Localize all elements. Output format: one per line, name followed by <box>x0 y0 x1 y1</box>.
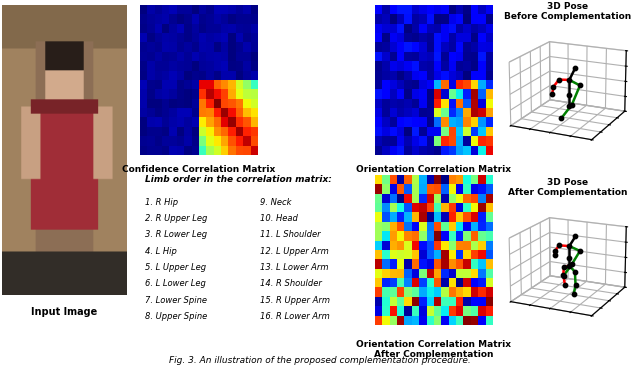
Text: Input Image: Input Image <box>31 307 98 317</box>
Text: Confidence Correlation Matrix: Confidence Correlation Matrix <box>122 166 276 175</box>
Text: 3. R Lower Leg: 3. R Lower Leg <box>145 231 207 239</box>
Text: 15. R Upper Arm: 15. R Upper Arm <box>260 296 330 304</box>
Text: 7. Lower Spine: 7. Lower Spine <box>145 296 207 304</box>
Text: 2. R Upper Leg: 2. R Upper Leg <box>145 214 207 223</box>
Title: 3D Pose
Before Complementation: 3D Pose Before Complementation <box>504 2 631 21</box>
Text: Orientation Correlation Matrix: Orientation Correlation Matrix <box>356 166 511 175</box>
Text: 16. R Lower Arm: 16. R Lower Arm <box>260 312 330 321</box>
Text: 13. L Lower Arm: 13. L Lower Arm <box>260 263 328 272</box>
Text: 11. L Shoulder: 11. L Shoulder <box>260 231 320 239</box>
Text: Limb order in the correlation matrix:: Limb order in the correlation matrix: <box>145 175 332 184</box>
Text: 6. L Lower Leg: 6. L Lower Leg <box>145 279 205 288</box>
Text: Orientation Correlation Matrix
After Complementation: Orientation Correlation Matrix After Com… <box>356 340 511 359</box>
Text: 1. R Hip: 1. R Hip <box>145 198 178 207</box>
Title: 3D Pose
After Complementation: 3D Pose After Complementation <box>508 178 627 197</box>
Text: 10. Head: 10. Head <box>260 214 298 223</box>
Text: 5. L Upper Leg: 5. L Upper Leg <box>145 263 205 272</box>
Text: 14. R Shoulder: 14. R Shoulder <box>260 279 321 288</box>
Text: 9. Neck: 9. Neck <box>260 198 291 207</box>
Text: 12. L Upper Arm: 12. L Upper Arm <box>260 247 328 256</box>
Text: Fig. 3. An illustration of the proposed complementation procedure.: Fig. 3. An illustration of the proposed … <box>169 356 471 365</box>
Text: 4. L Hip: 4. L Hip <box>145 247 177 256</box>
Text: 8. Upper Spine: 8. Upper Spine <box>145 312 207 321</box>
